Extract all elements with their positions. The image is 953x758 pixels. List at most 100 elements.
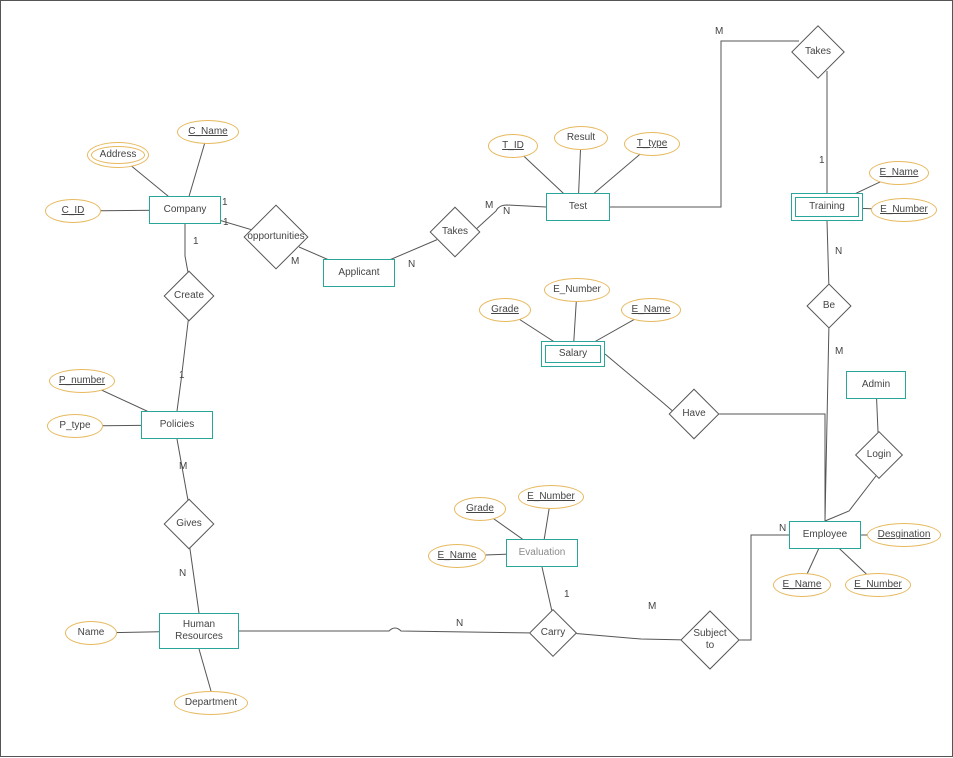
attr-label: Grade: [466, 503, 494, 515]
edge-carry-hr: [239, 628, 536, 633]
attr-label: Department: [185, 697, 237, 709]
cardinality-c_gives_n: N: [179, 568, 186, 579]
entity-test: Test: [546, 193, 610, 221]
entity-policies: Policies: [141, 411, 213, 439]
attr-grade_ev: Grade: [454, 497, 506, 521]
attr-e_name_emp: E_Name: [773, 573, 831, 597]
rel-label: Subject to: [689, 628, 731, 652]
cardinality-c_opp_1b: 1: [223, 217, 229, 228]
attr-label: E_Name: [438, 550, 477, 562]
attr-e_num_s: E_Number: [544, 278, 610, 302]
attr-label: P_number: [59, 375, 105, 387]
attr-label: E_Number: [553, 284, 601, 296]
entity-company: Company: [149, 196, 221, 224]
entity-label: Training: [809, 201, 845, 213]
attr-e_name_ev: E_Name: [428, 544, 486, 568]
attr-label: Name: [78, 627, 105, 639]
rel-opp: opportunities: [253, 214, 299, 260]
entity-label: Test: [569, 201, 587, 213]
entity-label: Admin: [862, 379, 890, 391]
attr-address: Address: [87, 142, 149, 168]
cardinality-c_opp_m: M: [291, 256, 299, 267]
cardinality-c_be_n: N: [835, 246, 842, 257]
attr-label: E_Number: [854, 579, 902, 591]
attr-label: C_ID: [62, 205, 85, 217]
attr-label: E_Number: [880, 204, 928, 216]
cardinality-c_takes_n2: N: [503, 206, 510, 217]
rel-have: Have: [676, 396, 712, 432]
edge-training-be: [827, 221, 829, 290]
edge-create-policies: [177, 314, 189, 411]
edge-salary-have: [605, 354, 676, 414]
edge-have-employee: [712, 414, 825, 521]
rel-label: opportunities: [247, 231, 304, 243]
attr-e_num_tr: E_Number: [871, 198, 937, 222]
attr-e_num_emp: E_Number: [845, 573, 911, 597]
cardinality-c_takes_m: M: [485, 200, 493, 211]
rel-be: Be: [813, 290, 845, 322]
attr-e_num_ev: E_Number: [518, 485, 584, 509]
entity-evaluation: Evaluation: [506, 539, 578, 567]
entity-label: Policies: [160, 419, 194, 431]
cardinality-c_gives_m: M: [179, 461, 187, 472]
cardinality-c_opp_1a: 1: [222, 197, 228, 208]
attr-label: Address: [100, 149, 137, 161]
rel-label: Takes: [442, 226, 468, 238]
attr-label: E_Name: [632, 304, 671, 316]
rel-carry: Carry: [536, 616, 570, 650]
entity-salary: Salary: [541, 341, 605, 367]
edge-gives-hr: [189, 542, 199, 613]
rel-gives: Gives: [171, 506, 207, 542]
entity-label: Evaluation: [519, 547, 566, 559]
entity-label: Company: [164, 204, 207, 216]
entity-label: Salary: [559, 348, 587, 360]
attr-label: Result: [567, 132, 595, 144]
attr-label: E_Name: [880, 167, 919, 179]
cardinality-c_carry_n: N: [456, 618, 463, 629]
cardinality-c_sub_n: N: [779, 523, 786, 534]
rel-label: Carry: [541, 627, 565, 639]
er-diagram-canvas: Company Applicant Test Policies Salary Traini…: [0, 0, 953, 757]
cardinality-c_takes2_m: M: [715, 26, 723, 37]
attr-t_type: T_type: [624, 132, 680, 156]
attr-desig: Desgination: [867, 523, 941, 547]
attr-grade_s: Grade: [479, 298, 531, 322]
rel-label: Have: [682, 408, 705, 420]
attr-c_name: C_Name: [177, 120, 239, 144]
cardinality-c_takes2_1: 1: [819, 155, 825, 166]
rel-takes1: Takes: [437, 214, 473, 250]
rel-label: Gives: [176, 518, 202, 530]
rel-label: Be: [823, 300, 835, 312]
edge-carry-subject: [570, 633, 689, 640]
attr-hr_name: Name: [65, 621, 117, 645]
attr-label: Grade: [491, 304, 519, 316]
edge-layer: [1, 1, 953, 758]
rel-create: Create: [171, 278, 207, 314]
entity-hr: Human Resources: [159, 613, 239, 649]
attr-e_name_s: E_Name: [621, 298, 681, 322]
cardinality-c_create_1: 1: [193, 236, 199, 247]
attr-label: T_ID: [502, 140, 524, 152]
attr-result: Result: [554, 126, 608, 150]
edge-test-takes2: [610, 41, 799, 207]
attr-t_id: T_ID: [488, 134, 538, 158]
rel-label: Takes: [805, 46, 831, 58]
attr-p_type: P_type: [47, 414, 103, 438]
edge-login-employee: [825, 472, 879, 521]
edge-be-employee: [825, 322, 829, 521]
attr-c_id: C_ID: [45, 199, 101, 223]
attr-e_name_tr: E_Name: [869, 161, 929, 185]
entity-label: Employee: [803, 529, 847, 541]
entity-admin: Admin: [846, 371, 906, 399]
cardinality-c_carry_1: 1: [564, 589, 570, 600]
entity-applicant: Applicant: [323, 259, 395, 287]
attr-label: E_Name: [783, 579, 822, 591]
cardinality-c_be_m: M: [835, 346, 843, 357]
attr-label: E_Number: [527, 491, 575, 503]
rel-subject: Subject to: [689, 619, 731, 661]
attr-label: Desgination: [878, 529, 931, 541]
entity-employee: Employee: [789, 521, 861, 549]
entity-label: Human Resources: [160, 619, 238, 643]
entity-training: Training: [791, 193, 863, 221]
edge-hr-hr_dept: [199, 649, 211, 691]
